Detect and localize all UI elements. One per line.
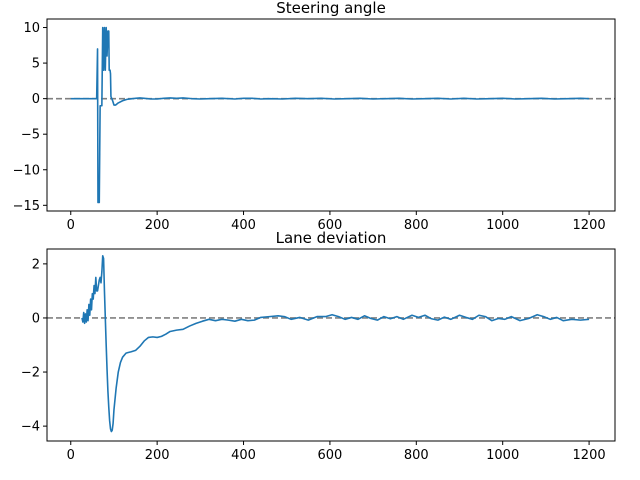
lane-deviation-plot: 0 200 400 600 800 1000 1200 −4 −2 0 2 Lane deviatio… [21,229,616,463]
steering-angle-x-tick-label: 1200 [573,218,606,233]
lane-deviation-axes-frame [46,248,616,442]
lane-deviation-x-tick-label: 400 [231,448,256,463]
lane-deviation-x-tick-label: 1000 [486,448,519,463]
steering-angle-y-tick-label: 5 [32,57,40,72]
steering-angle-x-tick-label: 800 [404,218,429,233]
lane-deviation-x-tick-label: 200 [145,448,170,463]
steering-angle-x-tick-label: 200 [145,218,170,233]
steering-angle-plot: 0 200 400 600 800 1000 1200 −15 −10 −5 0 5 10 Steerin… [13,0,616,233]
steering-angle-series-line [70,26,590,204]
lane-deviation-x-tick-label: 800 [404,448,429,463]
steering-angle-y-tick-label: 10 [23,21,40,36]
lane-deviation-y-tick-label: −4 [21,420,40,435]
steering-angle-y-tick-label: −10 [13,163,40,178]
lane-deviation-x-tick-label: 600 [318,448,343,463]
steering-angle-x-tick-label: 0 [67,218,75,233]
steering-angle-y-tick-label: −15 [13,199,40,214]
lane-deviation-y-tick-label: −2 [21,366,40,381]
steering-angle-y-tick-label: −5 [21,128,40,143]
steering-angle-y-tick-label: 0 [32,92,40,107]
steering-angle-x-tick-label: 600 [318,218,343,233]
steering-angle-x-tick-label: 1000 [486,218,519,233]
lane-deviation-x-tick-label: 0 [67,448,75,463]
steering-angle-axes-frame [46,18,616,212]
lane-deviation-series-line [81,254,590,433]
steering-angle-title: Steering angle [276,0,386,17]
lane-deviation-y-tick-label: 0 [32,311,40,326]
lane-deviation-x-tick-label: 1200 [573,448,606,463]
lane-deviation-title: Lane deviation [276,229,387,247]
steering-angle-x-tick-label: 400 [231,218,256,233]
lane-deviation-y-tick-label: 2 [32,257,40,272]
